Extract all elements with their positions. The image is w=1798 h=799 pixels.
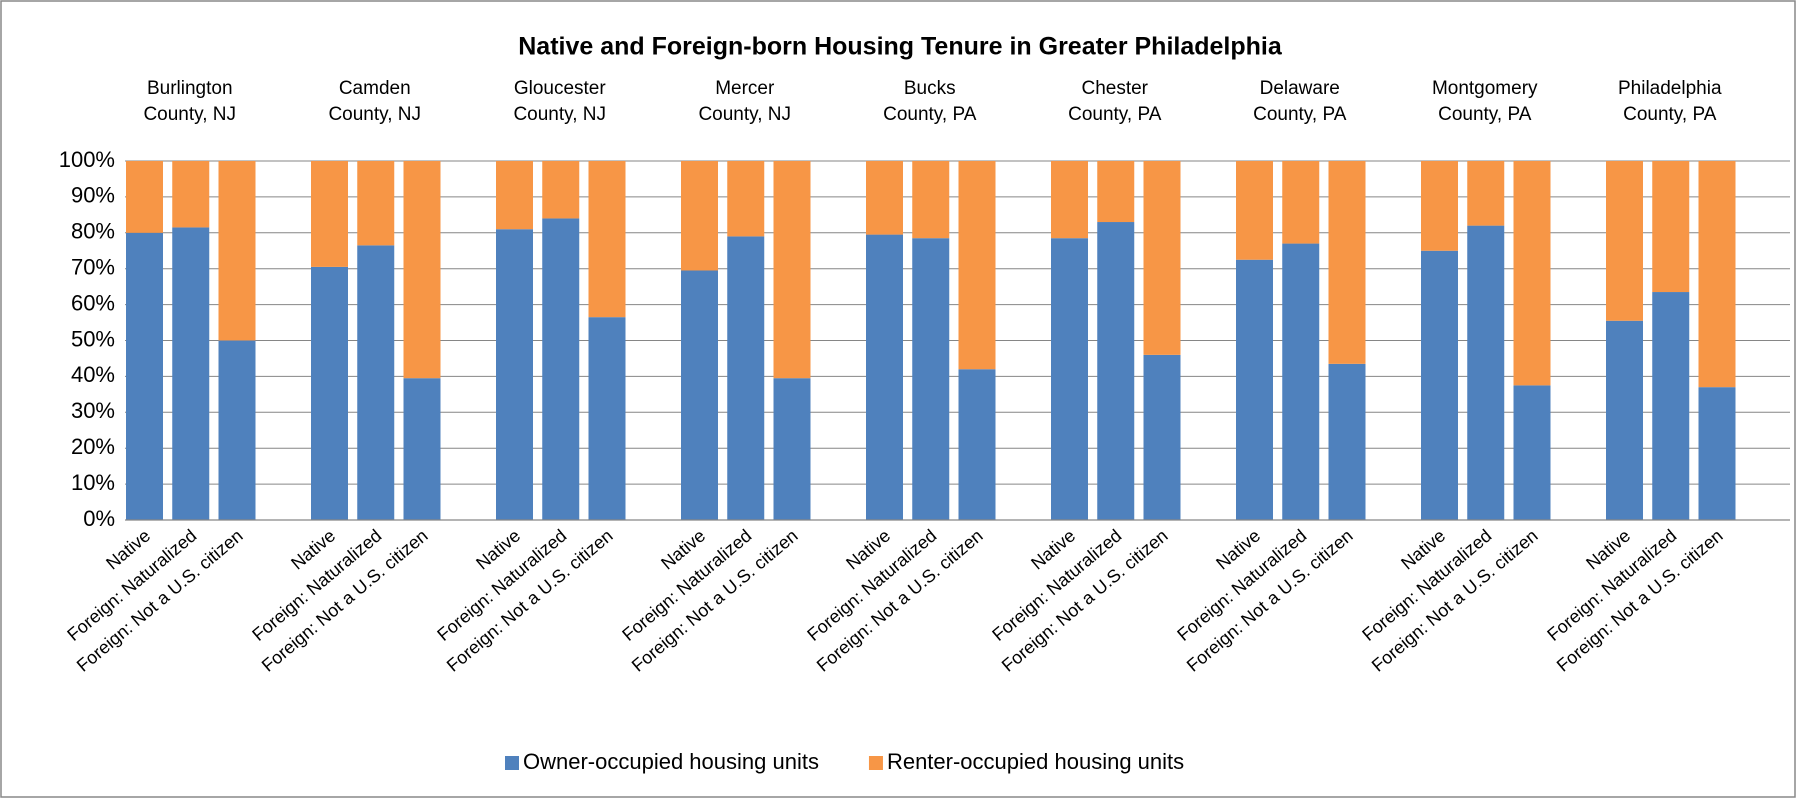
legend-label: Renter-occupied housing units [887, 749, 1184, 774]
legend-swatch [868, 756, 883, 770]
chart-title: Native and Foreign-born Housing Tenure i… [518, 33, 1283, 61]
bar-segment [1097, 222, 1135, 520]
group-label: Montgomery [1432, 78, 1538, 99]
group-label: Chester [1081, 78, 1148, 99]
group-label: County, PA [1068, 104, 1162, 125]
group-label: County, NJ [698, 104, 791, 125]
bar-segment [1652, 161, 1690, 293]
bar-segment [496, 229, 533, 520]
bar-segment [866, 161, 903, 235]
bar-segment [681, 161, 718, 271]
bar-segment [588, 161, 626, 318]
y-tick-label: 90% [71, 183, 115, 208]
bar-segment [1328, 363, 1366, 520]
bar-segment [773, 378, 811, 520]
bar-segment [126, 232, 163, 521]
bar-segment [912, 238, 950, 520]
bar-segment [1097, 161, 1135, 223]
bar-segment [1513, 385, 1551, 520]
bar-segment [1236, 161, 1273, 260]
bar-segment [588, 317, 626, 520]
group-label: County, NJ [328, 104, 421, 125]
y-tick-label: 80% [71, 219, 115, 244]
y-tick-label: 30% [71, 398, 115, 423]
bar-segment [1606, 320, 1643, 520]
bar-segment [542, 218, 580, 520]
bar-segment [1236, 259, 1273, 520]
bar-segment [958, 161, 996, 370]
group-label: County, NJ [513, 104, 606, 125]
bar-segment [912, 161, 950, 239]
bar-segment [727, 236, 765, 520]
group-label: County, PA [1438, 104, 1532, 125]
group-label: County, NJ [143, 104, 236, 125]
bar-segment [1328, 161, 1366, 364]
bar-segment [1282, 161, 1320, 244]
y-tick-label: 0% [83, 506, 115, 531]
bar-segment [1421, 250, 1458, 520]
bar-segment [1421, 161, 1458, 251]
y-tick-label: 100% [59, 147, 115, 172]
bar-segment [218, 340, 256, 520]
bar-segment [1467, 161, 1505, 226]
bar-segment [311, 161, 348, 267]
group-label: Bucks [904, 78, 956, 99]
y-tick-label: 60% [71, 290, 115, 315]
bar-segment [126, 161, 163, 233]
group-label: Mercer [715, 78, 775, 99]
group-label: County, PA [1623, 104, 1717, 125]
bar-segment [218, 161, 256, 341]
bar-segment [1698, 387, 1736, 520]
y-tick-label: 40% [71, 362, 115, 387]
group-label: Burlington [147, 78, 233, 99]
bar-segment [1282, 243, 1320, 520]
bar-segment [1467, 225, 1505, 520]
group-label: Gloucester [514, 78, 607, 99]
group-label: Philadelphia [1618, 78, 1722, 99]
bar-segment [1652, 292, 1690, 520]
bar-segment [357, 245, 395, 521]
bar-segment [172, 161, 210, 228]
bar-segment [1606, 161, 1643, 321]
bar-segment [1513, 161, 1551, 386]
bar-segment [403, 378, 441, 520]
bar-segment [1051, 238, 1088, 520]
group-label: Delaware [1260, 78, 1340, 99]
y-tick-label: 10% [71, 470, 115, 495]
y-tick-label: 20% [71, 434, 115, 459]
bar-segment [958, 369, 996, 520]
bar-segment [866, 234, 903, 520]
legend-swatch [505, 756, 519, 770]
group-label: County, PA [1253, 104, 1347, 125]
bar-segment [357, 161, 395, 246]
legend-label: Owner-occupied housing units [523, 749, 819, 774]
bar-segment [172, 227, 210, 521]
bar-segment [542, 161, 580, 219]
bar-segment [1051, 161, 1088, 239]
group-label: Camden [339, 78, 411, 99]
bar-segment [1143, 354, 1181, 520]
bar-segment [496, 161, 533, 230]
bar-segment [681, 270, 718, 520]
bar-segment [727, 161, 765, 237]
bar-segment [1143, 161, 1181, 355]
y-tick-label: 70% [71, 255, 115, 280]
group-label: County, PA [883, 104, 977, 125]
bar-segment [773, 161, 811, 379]
bar-segment [311, 266, 348, 520]
bar-segment [403, 161, 441, 379]
bar-segment [1698, 161, 1736, 388]
y-tick-label: 50% [71, 326, 115, 351]
